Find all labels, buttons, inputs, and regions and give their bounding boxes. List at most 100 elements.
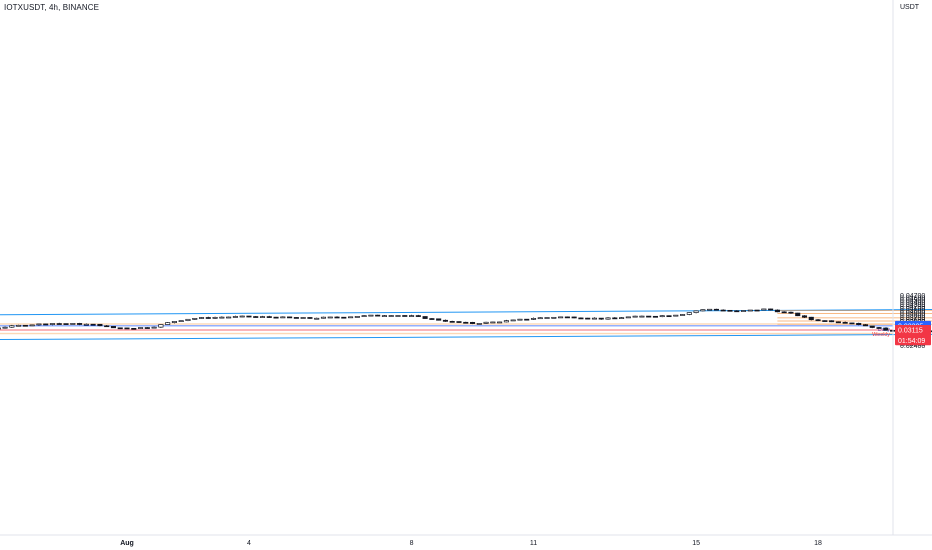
candle-down [571,316,577,319]
symbol-title: IOTXUSDT, 4h, BINANCE [4,3,100,12]
candle-down [801,315,808,318]
candle-up [740,310,747,312]
candle-down [862,324,869,327]
candle-down [56,323,62,325]
candle-down [117,327,123,330]
candle-down [564,316,570,319]
candle-down [612,317,618,320]
candle-down [442,319,448,322]
candle-down [77,323,83,325]
candle-up [476,323,482,325]
candle-up [280,316,286,319]
candle-up [2,326,8,329]
candle-up [483,321,489,324]
candle-up [327,316,333,319]
candle-up [348,316,354,319]
candle-up [497,321,503,324]
candle-up [551,316,557,319]
candle-down [713,308,719,311]
candle-down [578,317,584,320]
weekly-price-tag-text: 0.03115 [898,328,923,335]
candle-up [171,321,177,323]
candle-down [246,315,252,318]
weekly-level-label: Weekly [872,332,890,338]
candle-down [415,315,421,317]
support-zone [0,332,893,335]
price-tick-label: 0.03900 [900,310,925,317]
candle-up [605,317,611,320]
candle-up [544,317,550,319]
candle-up [226,316,232,319]
candle-up [151,326,157,329]
resistance-zone [0,323,893,325]
candle-down [734,310,740,313]
time-tick-label: 15 [692,540,700,547]
candle-down [341,316,347,319]
lower-trendline [0,333,932,341]
candle-up [558,316,564,319]
candle-up [178,320,184,322]
candle-up [490,321,496,324]
candle-up [70,323,76,325]
candle-up [29,324,35,327]
candle-up [632,315,638,318]
price-tick-label: 0.04700 [900,293,925,300]
time-tick-label: 18 [814,540,822,547]
candle-down [273,316,279,319]
candle-down [131,327,137,330]
candle-up [83,323,89,326]
candle-up [239,315,245,318]
candle-up [707,308,713,311]
candle-down [883,327,889,331]
candle-down [835,321,841,324]
candle-down [436,318,442,321]
candle-up [700,309,706,312]
candle-down [646,315,652,318]
candle-down [90,323,96,326]
candle-up [9,325,15,328]
candle-up [591,317,598,320]
candle-down [22,324,28,327]
candle-up [537,317,543,320]
currency-label: USDT [900,4,920,11]
candle-down [266,316,272,318]
candle-down [43,323,49,326]
candle-down [754,309,760,312]
time-axis[interactable]: 2528Aug48111518222529Sep5812 [0,534,932,547]
price-tick-label: 0.04600 [900,295,925,302]
candle-down [253,316,259,318]
time-tick-label: 11 [530,540,537,547]
time-tick-label: 4 [247,540,251,547]
candle-up [686,312,692,315]
candle-up [510,319,516,322]
candle-up [49,323,56,325]
candle-down [104,325,110,328]
candle-up [354,316,360,318]
candle-up [503,320,509,323]
candle-down [795,312,801,317]
candle-up [659,315,665,318]
candle-down [524,318,530,321]
weekly-price-tag-box [895,325,931,336]
candle-down [856,322,862,326]
price-tick-label: 0.03800 [900,313,925,320]
candle-down [788,311,794,314]
candle-down [97,323,103,327]
candle-down [781,311,787,314]
candle-up [232,316,238,318]
candle-up [747,309,753,312]
candle-up [381,315,388,317]
candle-down [144,327,150,329]
price-tick-label: 0.02400 [900,343,925,350]
price-tick-label: 0.04200 [900,304,925,311]
countdown-text: 01:54:09 [898,338,925,345]
candle-down [402,315,408,317]
candle-down [124,327,130,330]
price-axis[interactable]: 0.047000.046000.045000.044000.043000.042… [892,0,931,535]
candle-down [774,309,780,313]
candle-down [429,318,435,320]
candle-down [869,325,875,328]
candle-down [808,316,814,321]
upper-trendline [0,309,932,316]
